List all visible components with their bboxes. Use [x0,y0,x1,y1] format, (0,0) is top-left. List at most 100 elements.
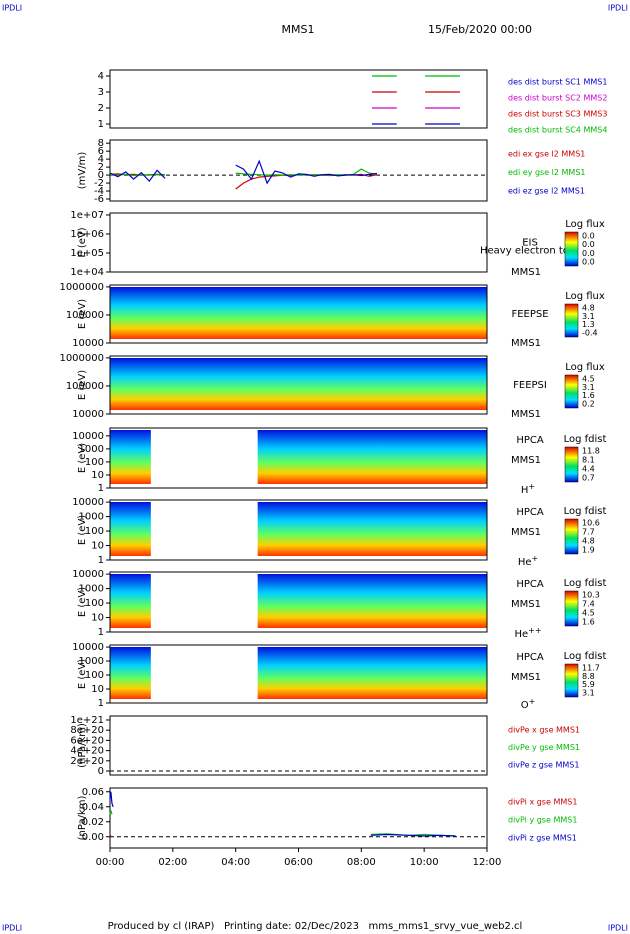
corner-label: IPDLI [2,4,22,13]
corner-label: IPDLI [608,4,628,13]
colorbar [564,374,579,409]
legend-entry: divPe x gse MMS1 [508,726,580,735]
y-tick-label: 1e+21 [70,715,104,726]
y-tick-label: 1000000 [59,282,104,293]
legend-entry: divPi z gse MMS1 [508,834,577,843]
y-tick-label: 0.04 [82,802,104,813]
species: H+ [521,482,535,497]
y-tick-label: -2 [94,178,104,189]
legend-entry: des dist burst SC4 MMS4 [508,126,607,135]
colorbar-title: Log fdist [564,578,607,589]
colorbar-tick-label: 8.8 [582,672,595,681]
colorbar-tick-label: 4.8 [582,537,595,546]
legend-entry: des dist burst SC1 MMS1 [508,78,607,87]
colorbar-tick-label: 1.6 [582,618,595,627]
y-tick-label: 1 [98,555,104,566]
y-tick-label: 10 [91,470,104,481]
colorbar-title: Log flux [565,362,605,373]
series-line [109,810,456,837]
colorbar-tick-label: 1.9 [582,546,595,555]
species-name: He [514,629,528,640]
colorbar-tick-label: 8.1 [582,456,595,465]
y-axis-label: (mV/m) [77,152,88,190]
y-axis-label: E (eV) [77,443,88,473]
species-name: O [521,700,529,711]
legend-entry: edi ey gse l2 MMS1 [508,168,586,177]
y-tick-label: 10000 [72,409,104,420]
y-tick-label: 4e+20 [70,746,104,757]
species: He++ [514,626,541,641]
colorbar-tick-label: 10.6 [582,519,600,528]
legend-entry: divPe z gse MMS1 [508,761,579,770]
colorbar-tick-label: 3.1 [582,312,595,321]
y-tick-label: 6 [98,146,104,157]
y-tick-label: 1e+05 [70,248,104,259]
y-tick-label: 100 [85,598,104,609]
probe: MMS1 [511,409,541,420]
colorbar-tick-label: 4.4 [582,465,595,474]
colorbar-tick-label: -0.4 [582,329,598,338]
y-tick-label: 10000 [72,642,104,653]
y-tick-label: 1000 [79,444,104,455]
species-name: H [521,485,529,496]
series-line [109,834,112,838]
colorbar [564,663,579,698]
spectrogram-region [110,502,151,556]
colorbar-tick-label: 11.8 [582,447,600,456]
colorbar-tick-label: 3.1 [582,383,595,392]
y-tick-label: 1000 [79,584,104,595]
y-tick-label: 0 [98,170,104,181]
y-tick-label: 100 [85,457,104,468]
colorbar-title: Log fdist [564,434,607,445]
y-tick-label: 1 [98,627,104,638]
panel-frame [109,212,488,273]
spacecraft: MMS1 [282,23,315,36]
y-tick-label: 2 [98,103,104,114]
y-tick-label: 0.06 [82,787,104,798]
y-tick-label: 0.02 [82,817,104,828]
spectrogram-region [110,287,487,339]
colorbar-tick-label: 1.6 [582,391,595,400]
panel-frame [109,284,488,344]
y-tick-label: 2 [98,162,104,173]
probe: MMS1 [511,672,541,683]
y-tick-label: 100 [85,526,104,537]
spectrogram-region [257,502,487,556]
spectrogram-region [110,574,151,628]
y-tick-label: -4 [94,186,104,197]
y-tick-label: 100 [85,670,104,681]
colorbar-tick-label: 5.9 [582,680,595,689]
panel-frame [109,355,488,415]
colorbar-tick-label: 0.0 [582,232,595,241]
y-tick-label: 1 [98,698,104,709]
y-tick-label: 2e+20 [70,756,104,767]
corner-label: IPDLI [608,924,628,933]
species: O+ [521,697,536,712]
y-tick-label: 1e+04 [70,267,104,278]
y-axis-label: (nPa/km) [77,796,88,841]
y-tick-label: 1e+07 [70,210,104,221]
panel-frame [109,571,488,633]
y-tick-label: 10 [91,613,104,624]
y-tick-label: 1e+06 [70,229,104,240]
x-tick-label: 04:00 [221,857,250,868]
spectrogram-region [110,358,487,410]
colorbar-title: Log flux [565,291,605,302]
probe: MMS1 [511,267,541,278]
y-tick-label: 10000 [72,338,104,349]
x-tick-label: 08:00 [347,857,376,868]
y-tick-label: 1000 [79,512,104,523]
y-tick-label: 1000000 [59,353,104,364]
instrument: FEEPSI [513,380,547,391]
y-tick-label: 4 [98,154,104,165]
species-name: He [518,557,532,568]
x-tick-label: 12:00 [473,857,502,868]
y-tick-label: 8 [98,138,104,149]
panel-frame [109,644,488,704]
instrument: HPCA [516,435,544,446]
colorbar-tick-label: 0.0 [582,240,595,249]
instrument: HPCA [516,652,544,663]
panel-frame [109,787,488,849]
probe: MMS1 [511,527,541,538]
panel-frame [109,499,488,561]
